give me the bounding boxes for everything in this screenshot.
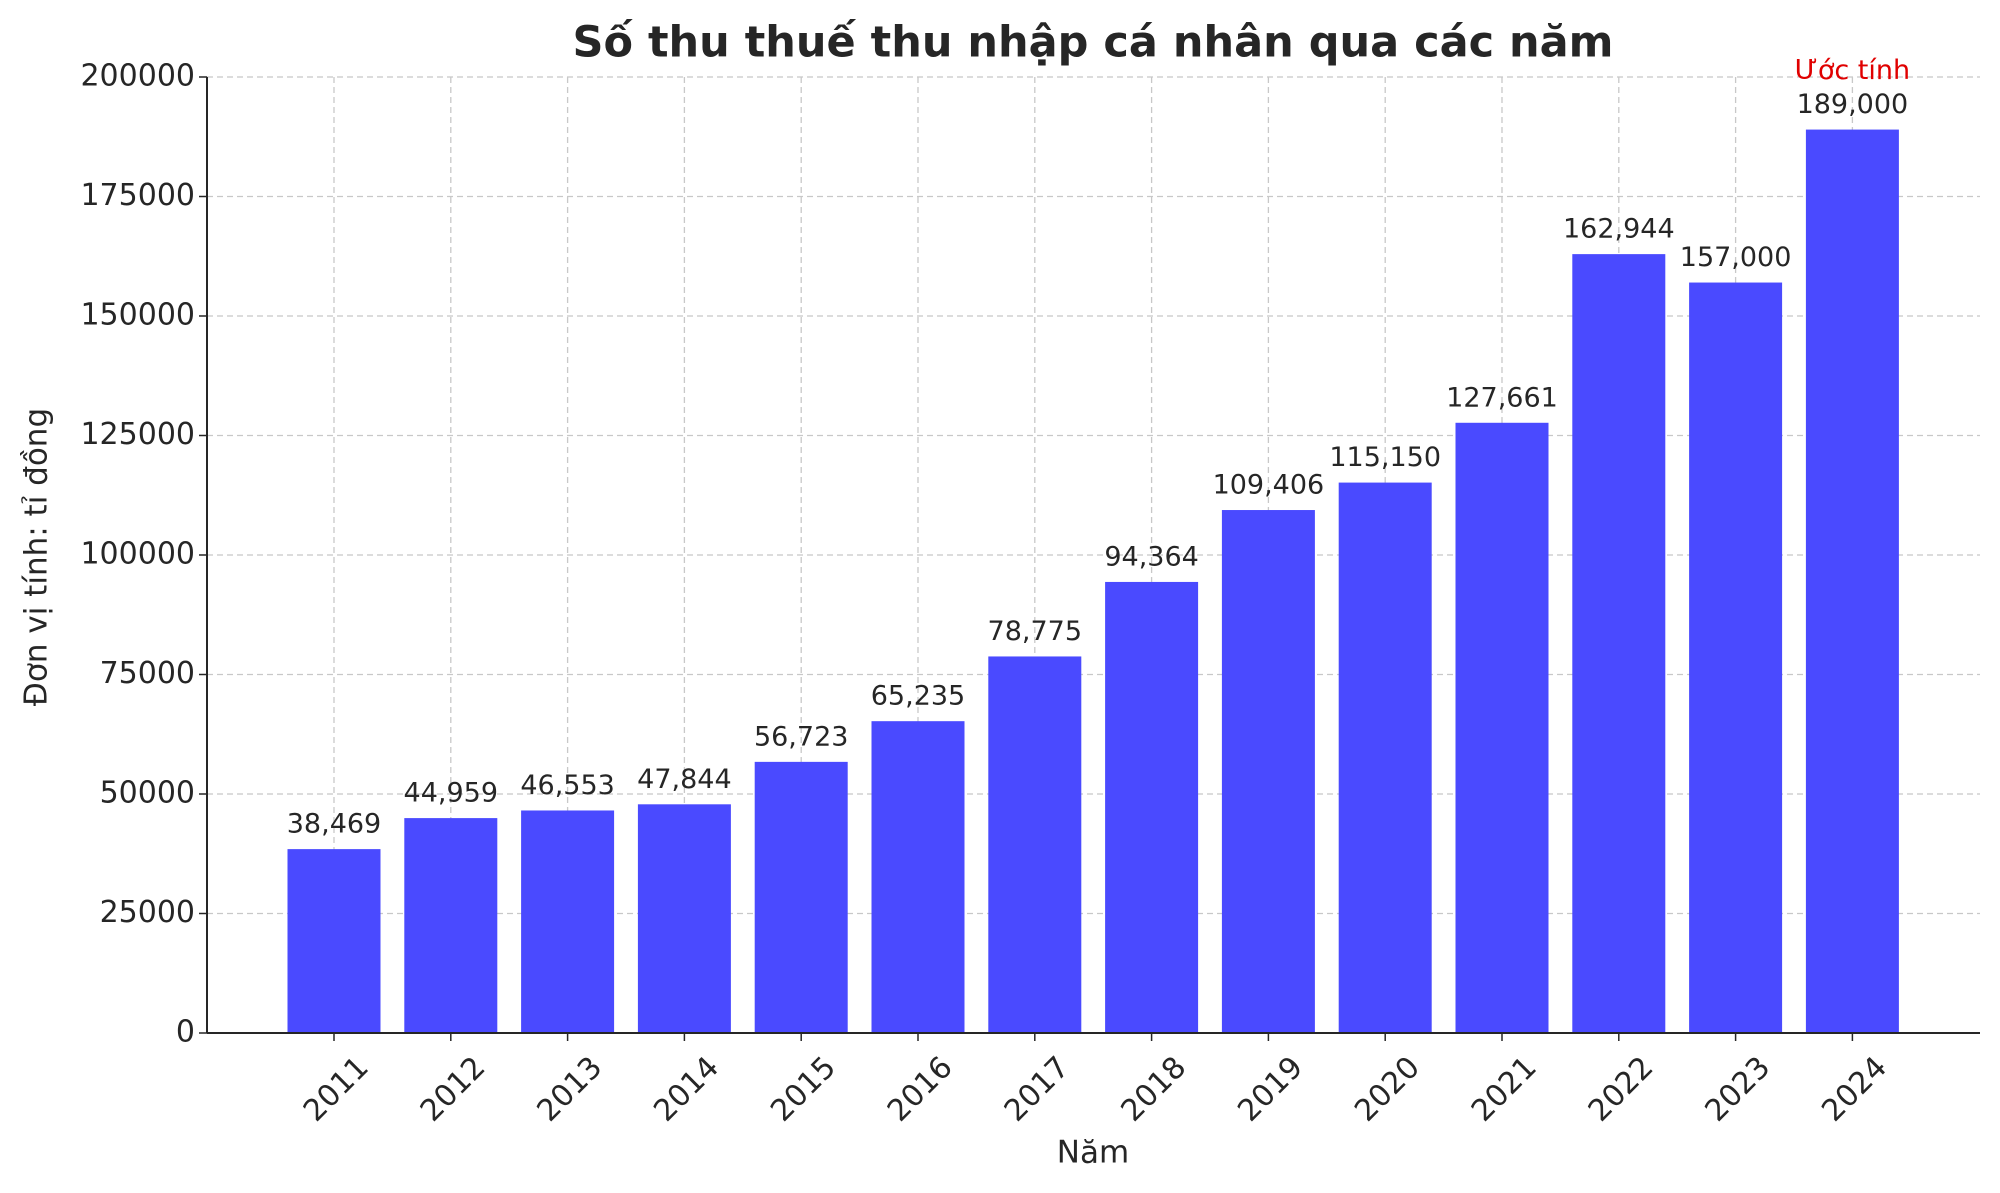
y-tick-label: 175000 [80, 178, 195, 213]
bar [637, 804, 731, 1033]
value-label: 115,150 [1329, 442, 1441, 473]
y-tick-label: 200000 [80, 59, 195, 94]
value-label: 162,944 [1563, 214, 1675, 245]
x-tick-label: 2020 [1348, 1050, 1427, 1129]
value-label: 109,406 [1213, 470, 1325, 501]
bar [1221, 510, 1315, 1033]
x-tick-label: 2016 [881, 1050, 960, 1129]
value-label: 46,553 [520, 770, 614, 801]
value-label: 44,959 [404, 778, 498, 809]
x-axis-label: Năm [1057, 1135, 1129, 1171]
chart-title: Số thu thuế thu nhập cá nhân qua các năm [573, 18, 1614, 68]
value-label: 94,364 [1104, 541, 1198, 572]
bar [521, 810, 615, 1033]
annotation: Ước tính [1795, 55, 1910, 86]
value-label: 38,469 [287, 809, 381, 840]
bar [871, 721, 965, 1033]
x-tick-label: 2023 [1699, 1050, 1778, 1129]
bar [1689, 282, 1783, 1033]
y-tick-label: 125000 [80, 417, 195, 452]
y-tick-label: 150000 [80, 298, 195, 333]
x-tick-label: 2015 [764, 1050, 843, 1129]
value-label: 127,661 [1446, 382, 1558, 413]
bar [1455, 422, 1549, 1034]
x-tick-label: 2017 [998, 1050, 1077, 1129]
value-label: 157,000 [1680, 242, 1792, 273]
y-axis-label: Đơn vị tính: tỉ đồng [19, 408, 55, 706]
bar [1338, 482, 1432, 1033]
bar [1805, 129, 1899, 1033]
value-label: 56,723 [754, 721, 848, 752]
x-tick-label: 2018 [1115, 1050, 1194, 1129]
y-tick-label: 100000 [80, 537, 195, 572]
x-tick-label: 2011 [297, 1050, 376, 1129]
x-tick-label: 2013 [531, 1050, 610, 1129]
x-tick-label: 2024 [1815, 1050, 1894, 1129]
bar [287, 849, 381, 1033]
x-tick-label: 2021 [1465, 1050, 1544, 1129]
value-label: 47,844 [637, 764, 731, 795]
bar [404, 818, 498, 1033]
bar [988, 656, 1082, 1033]
bar [1105, 581, 1199, 1033]
y-tick-label: 25000 [100, 895, 195, 930]
y-tick-label: 50000 [100, 776, 195, 811]
value-label: 65,235 [871, 681, 965, 712]
y-tick-label: 0 [176, 1015, 195, 1050]
value-label: 189,000 [1797, 89, 1909, 120]
x-tick-label: 2014 [647, 1050, 726, 1129]
bar [1572, 254, 1666, 1033]
x-tick-label: 2019 [1231, 1050, 1310, 1129]
bar [754, 761, 848, 1033]
y-tick-label: 75000 [100, 656, 195, 691]
x-tick-label: 2012 [414, 1050, 493, 1129]
x-tick-label: 2022 [1582, 1050, 1661, 1129]
value-label: 78,775 [988, 616, 1082, 647]
